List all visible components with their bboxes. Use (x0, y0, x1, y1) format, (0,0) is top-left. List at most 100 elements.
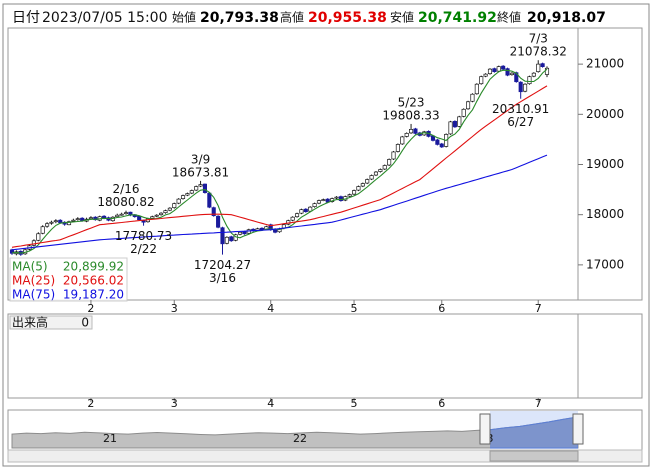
y-tick-label: 20000 (586, 107, 624, 121)
annotation-date: 2/16 (113, 182, 140, 196)
y-tick-label: 19000 (586, 157, 624, 171)
candle-body (66, 221, 72, 226)
candle-body (163, 210, 168, 214)
ma-line (11, 85, 548, 248)
candle-body (523, 83, 528, 92)
candle-body (461, 108, 466, 117)
annotation-date: 2/22 (130, 242, 157, 256)
candle-body (518, 81, 523, 93)
x-tick-label: 7 (535, 302, 542, 315)
annotation-price: 19808.33 (382, 108, 439, 122)
candle-body (294, 213, 300, 218)
x-tick-label: 3 (171, 302, 178, 315)
candle-body (479, 76, 484, 85)
legend-name: MA(25) (12, 274, 55, 288)
x-tick-label: 6 (438, 397, 445, 410)
candle-body (404, 133, 409, 137)
candle-body (36, 233, 41, 241)
candle-body (369, 175, 374, 180)
candle-body (505, 68, 510, 76)
annotation-date: 3/9 (191, 152, 210, 166)
candle-body (338, 196, 343, 201)
candle-body (40, 226, 45, 234)
volume-axis (577, 313, 643, 399)
candle-body (75, 218, 80, 221)
candle-body (321, 199, 326, 201)
header-label: 安値 (390, 10, 414, 25)
candle-body (312, 203, 317, 208)
legend-name: MA(5) (12, 260, 48, 274)
candle-body (400, 136, 405, 145)
y-tick-label: 18000 (586, 207, 624, 221)
candle-body (483, 73, 488, 77)
candle-body (202, 183, 208, 193)
x-tick-label: 4 (267, 302, 274, 315)
candle-body (474, 83, 479, 95)
candle-body (53, 220, 58, 223)
x-tick-label: 3 (171, 397, 178, 410)
datetime: 2023/07/05 15:00 (42, 10, 168, 26)
legend (9, 257, 128, 302)
navigator-handle[interactable] (479, 413, 491, 445)
annotation-price: 20310.91 (492, 102, 549, 116)
annotation-price: 18673.81 (172, 165, 229, 179)
date-label: 日付 (12, 10, 40, 26)
x-tick-label: 4 (267, 397, 274, 410)
candle-body (9, 249, 15, 254)
y-tick-label: 21000 (586, 57, 624, 71)
header-value: 20,955.38 (308, 10, 387, 26)
candle-body (496, 66, 501, 72)
x-tick-label: 5 (351, 397, 358, 410)
candle-body (303, 208, 308, 213)
candle-body (382, 165, 387, 170)
annotation-date: 6/27 (507, 115, 534, 129)
candle-body (123, 212, 129, 215)
candle-body (492, 68, 497, 73)
candle-body (45, 223, 50, 227)
volume-plot (7, 313, 579, 399)
candle-body (242, 231, 247, 235)
candle-body (334, 196, 339, 199)
candles (9, 60, 550, 256)
price-plot (7, 27, 579, 301)
candle-body (159, 212, 164, 216)
candle-body (290, 216, 295, 221)
candle-body (365, 179, 370, 184)
candle-body (229, 236, 234, 242)
scrollbar[interactable] (7, 449, 643, 463)
annotation-price: 21078.32 (510, 45, 567, 59)
candle-body (88, 217, 93, 220)
candle-body (413, 128, 418, 134)
annotation-date: 3/16 (209, 271, 236, 285)
annotation-date: 7/3 (529, 32, 548, 46)
header-label: 始値 (172, 10, 196, 25)
x-tick-label: 5 (351, 302, 358, 315)
legend-name: MA(75) (12, 288, 55, 302)
header-value: 20,918.07 (527, 10, 606, 26)
candle-body (509, 72, 514, 76)
scroll-thumb[interactable] (489, 450, 579, 462)
candle-body (119, 213, 124, 216)
navigator-handle[interactable] (572, 413, 584, 445)
volume-value: 0 (81, 316, 89, 330)
price-axis (577, 27, 643, 301)
header-value: 20,741.92 (418, 10, 497, 26)
candle-body (259, 227, 265, 231)
navigator-label: 22 (293, 432, 307, 445)
header-label: 終値 (497, 10, 521, 25)
candle-body (452, 120, 457, 128)
candle-body (466, 101, 471, 110)
annotation-date: 5/23 (398, 95, 425, 109)
candle-body (409, 129, 414, 134)
header-label: 高値 (280, 10, 304, 25)
candle-body (299, 209, 304, 214)
ma-line (11, 154, 548, 251)
candle-body (154, 214, 159, 217)
candle-body (31, 240, 36, 246)
candle-body (544, 67, 550, 75)
candle-body (308, 206, 313, 212)
candle-body (373, 171, 379, 176)
candle-body (391, 151, 396, 160)
candle-body (189, 190, 194, 194)
